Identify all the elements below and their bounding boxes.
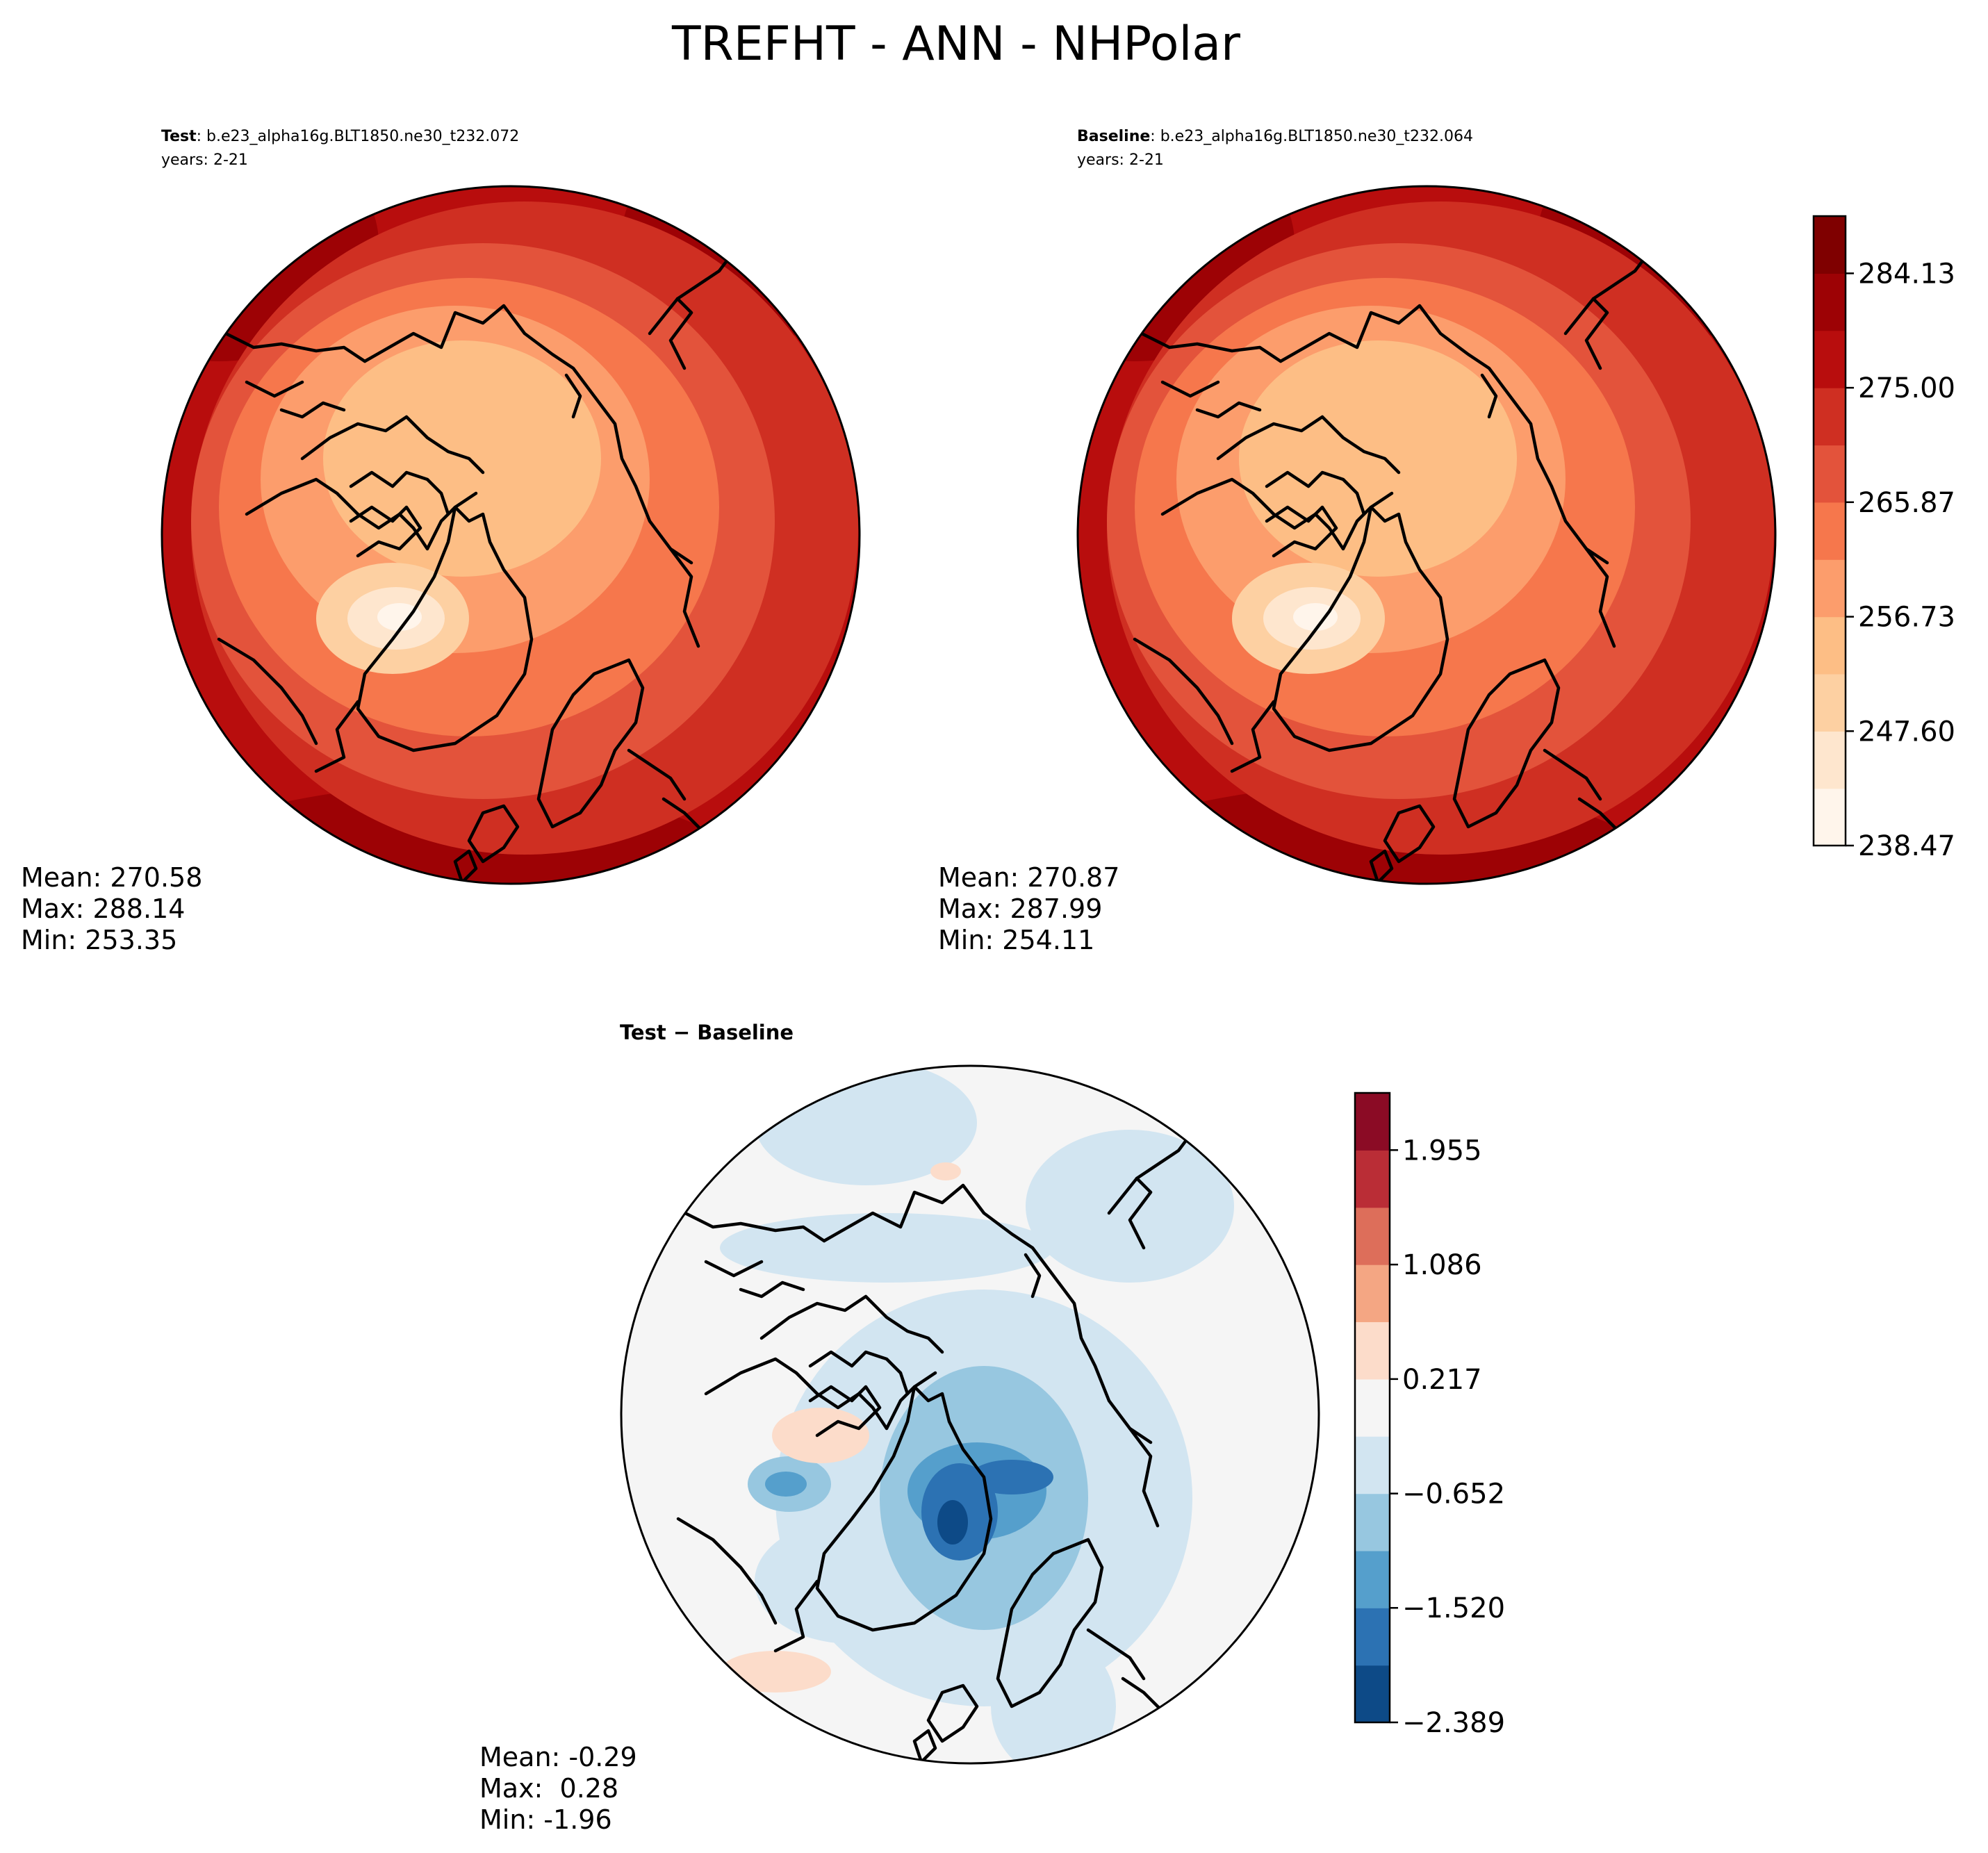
- difference-colorbar-band: [1355, 1207, 1390, 1265]
- temperature-colorbar-band: [1814, 445, 1846, 503]
- temperature-colorbar-tick-label: 265.87: [1858, 487, 1955, 519]
- temperature-colorbar-band: [1814, 616, 1846, 675]
- difference-title-test: Test: [620, 1021, 666, 1044]
- test-map-boundary: [161, 185, 861, 885]
- difference-colorbar-frame: [1354, 1092, 1391, 1724]
- baseline-max: Max: 287.99: [938, 893, 1102, 924]
- baseline-title: Baseline: b.e23_alpha16g.BLT1850.ne30_t2…: [1077, 128, 1473, 145]
- difference-panel: Test − Baseline Mean: -0.29 Max: 0.28 Mi…: [479, 1021, 1505, 1835]
- temperature-colorbar-band: [1814, 273, 1846, 331]
- baseline-temperature-field: [1078, 186, 1775, 884]
- difference-colorbar-tick-label: 1.955: [1402, 1135, 1482, 1167]
- temperature-colorbar-band: [1814, 673, 1846, 732]
- baseline-min: Min: 254.11: [938, 925, 1094, 955]
- difference-colorbar-band: [1355, 1436, 1390, 1494]
- test-title: Test: b.e23_alpha16g.BLT1850.ne30_t232.0…: [161, 128, 519, 145]
- baseline-title-label: Baseline: [1077, 128, 1150, 145]
- baseline-title-separator: :: [1150, 128, 1155, 145]
- temperature-colorbar-band: [1814, 559, 1846, 618]
- temperature-colorbar-tick-label: 256.73: [1858, 602, 1955, 634]
- test-years: years: 2-21: [161, 151, 248, 169]
- difference-colorbar-band: [1355, 1493, 1390, 1551]
- temperature-colorbar-band: [1814, 388, 1846, 446]
- difference-colorbar-band: [1355, 1608, 1390, 1666]
- test-map: [162, 186, 860, 884]
- difference-title: Test − Baseline: [620, 1021, 794, 1044]
- difference-field: [621, 1066, 1319, 1763]
- difference-colorbar-band: [1355, 1150, 1390, 1208]
- difference-colorbar-tick-label: 0.217: [1402, 1364, 1482, 1396]
- test-max: Max: 288.14: [21, 893, 185, 924]
- difference-map: [621, 1066, 1319, 1763]
- difference-max: Max: 0.28: [479, 1773, 618, 1804]
- difference-colorbar-band: [1355, 1550, 1390, 1608]
- baseline-years: years: 2-21: [1077, 151, 1164, 169]
- difference-colorbar-band: [1355, 1378, 1390, 1437]
- baseline-panel: Baseline: b.e23_alpha16g.BLT1850.ne30_t2…: [938, 128, 1955, 955]
- difference-colorbar-band: [1355, 1321, 1390, 1380]
- difference-title-baseline: Baseline: [697, 1021, 794, 1044]
- temperature-colorbar-tick-label: 284.13: [1858, 258, 1955, 290]
- test-title-label: Test: [161, 128, 197, 145]
- test-temperature-field: [162, 186, 860, 884]
- difference-colorbar-band: [1355, 1665, 1390, 1723]
- baseline-mean: Mean: 270.87: [938, 862, 1119, 893]
- temperature-colorbar-tick-label: 247.60: [1858, 716, 1955, 748]
- baseline-case-name: b.e23_alpha16g.BLT1850.ne30_t232.064: [1160, 128, 1473, 145]
- temperature-colorbar-tick-label: 275.00: [1858, 372, 1955, 404]
- difference-colorbar-band: [1355, 1265, 1390, 1322]
- difference-colorbar-band: [1355, 1093, 1390, 1151]
- test-mean: Mean: 270.58: [21, 862, 202, 893]
- difference-title-minus: −: [673, 1021, 690, 1044]
- test-panel: Test: b.e23_alpha16g.BLT1850.ne30_t232.0…: [21, 128, 861, 955]
- difference-colorbar-tick-label: 1.086: [1402, 1249, 1482, 1281]
- figure-title: TREFHT - ANN - NHPolar: [671, 17, 1240, 72]
- baseline-colorbar: 238.47 247.60 256.73 265.87 275.00 284.13: [1812, 215, 1955, 862]
- baseline-map-boundary: [1076, 185, 1777, 885]
- temperature-colorbar-tick-label: 238.47: [1858, 830, 1955, 862]
- temperature-colorbar-band: [1814, 731, 1846, 789]
- test-title-separator: :: [197, 128, 202, 145]
- difference-mean: Mean: -0.29: [479, 1742, 637, 1772]
- difference-colorbar-tick-label: −1.520: [1402, 1592, 1505, 1624]
- test-case-name: b.e23_alpha16g.BLT1850.ne30_t232.072: [206, 128, 519, 145]
- difference-colorbar-tick-label: −2.389: [1402, 1707, 1505, 1739]
- test-min: Min: 253.35: [21, 925, 177, 955]
- temperature-colorbar-frame: [1812, 215, 1847, 847]
- difference-colorbar: −2.389 −1.520 −0.652 0.217 1.086 1.955: [1354, 1092, 1505, 1739]
- temperature-colorbar-band: [1814, 330, 1846, 388]
- difference-map-boundary: [620, 1064, 1320, 1765]
- difference-colorbar-tick-label: −0.652: [1402, 1479, 1505, 1510]
- baseline-map: [1078, 186, 1775, 884]
- difference-min: Min: -1.96: [479, 1804, 612, 1835]
- temperature-colorbar-band: [1814, 502, 1846, 560]
- temperature-colorbar-band: [1814, 216, 1846, 274]
- temperature-colorbar-band: [1814, 788, 1846, 846]
